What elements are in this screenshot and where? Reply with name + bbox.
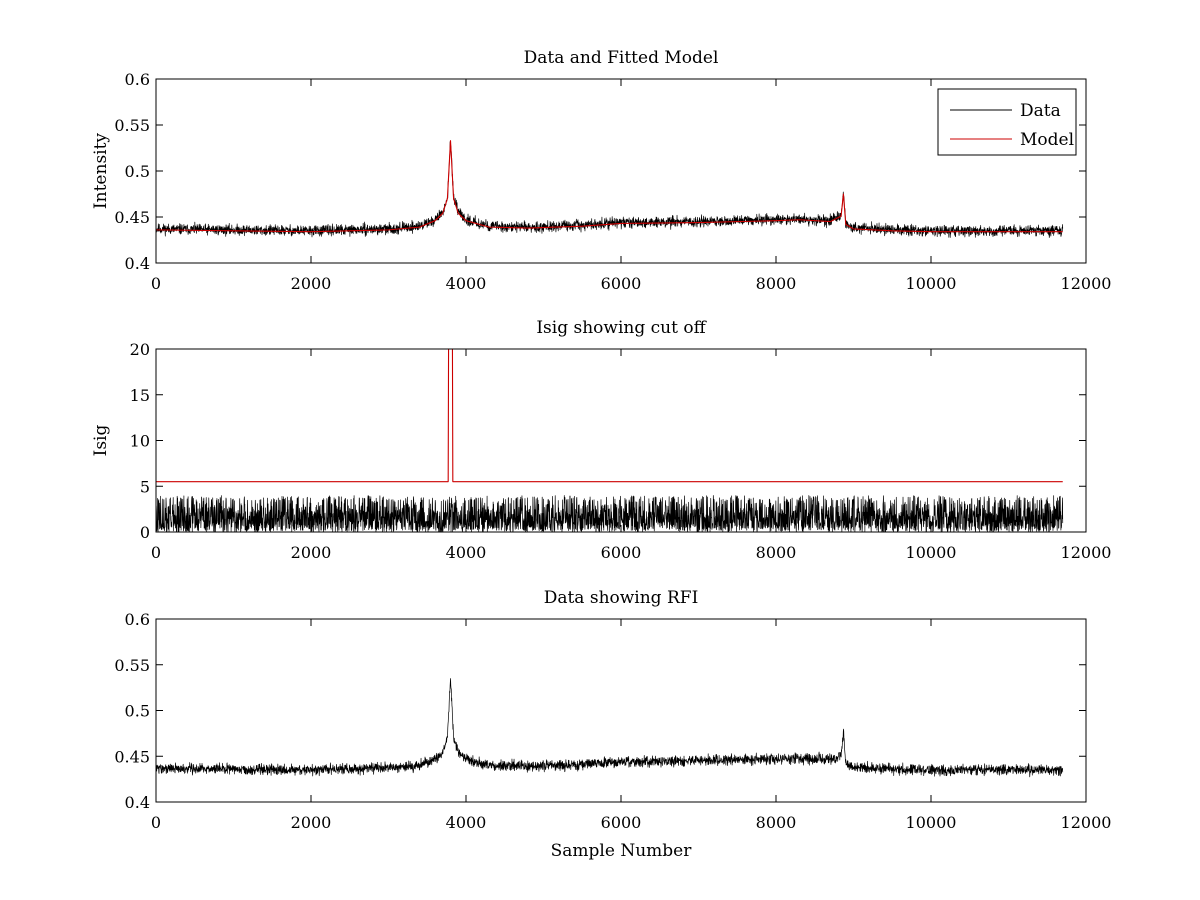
y-axis-label: Intensity [91, 133, 111, 209]
y-tick-label: 0.6 [125, 70, 150, 89]
series-group [156, 678, 1064, 778]
x-tick-label: 4000 [446, 274, 487, 293]
legend-box [937, 88, 1077, 156]
x-tick-label: 10000 [906, 543, 957, 562]
x-tick-label: 2000 [291, 813, 332, 832]
y-tick-label: 5 [140, 477, 150, 496]
legend: Data Model [937, 88, 1077, 156]
x-tick-label: 2000 [291, 543, 332, 562]
chart-title: Data showing RFI [544, 588, 699, 608]
legend-label-data: Data [1020, 101, 1061, 121]
x-tick-label: 4000 [446, 813, 487, 832]
x-tick-label: 6000 [601, 543, 642, 562]
y-tick-label: 0.4 [125, 254, 150, 273]
y-axis-label: Isig [91, 425, 111, 457]
x-tick-label: 12000 [1061, 543, 1112, 562]
chart-title: Isig showing cut off [536, 318, 707, 338]
y-tick-label: 0.55 [114, 656, 150, 675]
series-line-model [156, 140, 1063, 233]
x-tick-label: 8000 [756, 813, 797, 832]
x-tick-label: 6000 [601, 274, 642, 293]
series-line-2 [156, 349, 1063, 483]
x-tick-label: 10000 [906, 274, 957, 293]
panel-3: 0 2000 4000 6000 8000 10000 12000 0.4 0.45 0.5 0.5… [114, 588, 1111, 861]
panel-2: 0 2000 4000 6000 8000 10000 12000 0 5 10 15 20 Isig … [91, 318, 1111, 562]
y-tick-label: 10 [130, 432, 150, 451]
x-tick-label: 2000 [291, 274, 332, 293]
x-tick-label: 0 [151, 274, 161, 293]
y-tick-label: 15 [130, 386, 150, 405]
x-tick-label: 0 [151, 543, 161, 562]
legend-label-model: Model [1020, 130, 1074, 150]
x-tick-label: 6000 [601, 813, 642, 832]
chart-title: Data and Fitted Model [524, 48, 719, 68]
x-tick-label: 10000 [906, 813, 957, 832]
x-tick-label: 12000 [1061, 813, 1112, 832]
series-group [156, 140, 1064, 238]
series-line-1 [156, 495, 1064, 532]
y-tick-label: 0.5 [125, 702, 150, 721]
panel-1: 0 2000 4000 6000 8000 10000 12000 0.4 0.45 0.5 0.5… [91, 48, 1111, 293]
x-axis-label: Sample Number [551, 841, 693, 861]
series-line-1 [156, 678, 1064, 778]
x-tick-label: 8000 [756, 274, 797, 293]
y-tick-label: 0.4 [125, 793, 150, 812]
y-tick-label: 0.45 [114, 747, 150, 766]
x-tick-label: 4000 [446, 543, 487, 562]
y-tick-label: 0.45 [114, 208, 150, 227]
x-tick-label: 8000 [756, 543, 797, 562]
y-tick-label: 0.5 [125, 162, 150, 181]
plot-area [156, 349, 1086, 532]
series-group [156, 349, 1064, 532]
y-tick-label: 0.6 [125, 610, 150, 629]
x-tick-label: 12000 [1061, 274, 1112, 293]
y-tick-label: 0 [140, 523, 150, 542]
y-tick-label: 0.55 [114, 116, 150, 135]
y-tick-label: 20 [130, 340, 150, 359]
x-tick-label: 0 [151, 813, 161, 832]
